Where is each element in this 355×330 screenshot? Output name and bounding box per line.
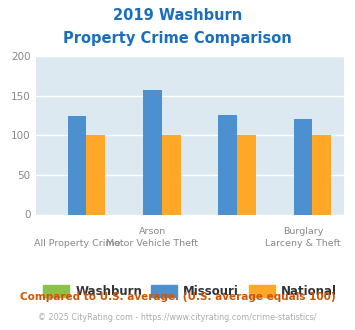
Text: Property Crime Comparison: Property Crime Comparison	[63, 31, 292, 46]
Bar	[294, 119, 312, 214]
Bar	[162, 135, 180, 214]
Text: Burglary: Burglary	[283, 227, 323, 236]
Bar	[143, 90, 162, 214]
Text: Compared to U.S. average. (U.S. average equals 100): Compared to U.S. average. (U.S. average …	[20, 292, 335, 302]
Text: © 2025 CityRating.com - https://www.cityrating.com/crime-statistics/: © 2025 CityRating.com - https://www.city…	[38, 313, 317, 322]
Text: Motor Vehicle Theft: Motor Vehicle Theft	[106, 239, 198, 248]
Legend: Washburn, Missouri, National: Washburn, Missouri, National	[39, 280, 341, 303]
Bar	[237, 135, 256, 214]
Text: 2019 Washburn: 2019 Washburn	[113, 8, 242, 23]
Text: Larceny & Theft: Larceny & Theft	[265, 239, 341, 248]
Text: Arson: Arson	[139, 227, 166, 236]
Bar	[218, 115, 237, 214]
Bar	[312, 135, 331, 214]
Bar	[86, 135, 105, 214]
Text: All Property Crime: All Property Crime	[34, 239, 120, 248]
Bar	[67, 115, 86, 214]
